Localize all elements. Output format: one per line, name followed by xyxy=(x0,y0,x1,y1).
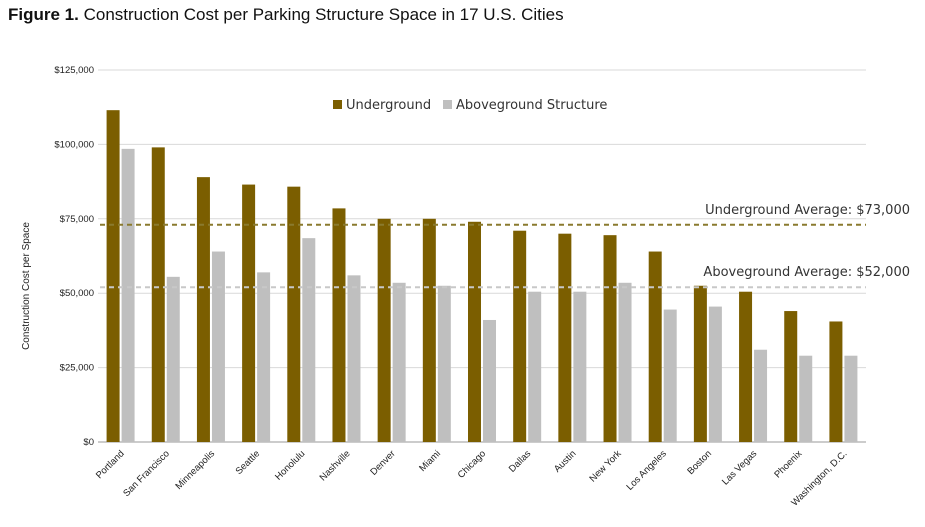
x-tick-label: Seattle xyxy=(234,448,263,477)
bar-underground xyxy=(739,291,753,442)
legend-swatch xyxy=(333,100,342,109)
x-tick-label: Phoenix xyxy=(772,448,804,480)
legend-label: Underground xyxy=(346,98,431,113)
bar-underground xyxy=(106,110,120,443)
bar-aboveground xyxy=(392,282,406,442)
x-tick-label: San Francisco xyxy=(121,448,172,499)
bar-aboveground xyxy=(483,319,496,442)
y-tick-label: $25,000 xyxy=(60,363,94,374)
figure-label: Figure 1. xyxy=(8,5,79,24)
x-tick-label: Honolulu xyxy=(273,448,307,482)
bar-underground xyxy=(377,218,391,442)
bar-aboveground xyxy=(211,251,225,442)
y-tick-label: $50,000 xyxy=(60,288,94,299)
x-tick-label: Las Vegas xyxy=(720,448,759,487)
bar-underground xyxy=(648,251,662,442)
bar-aboveground xyxy=(754,349,768,442)
bar-underground xyxy=(513,230,527,442)
bar-aboveground xyxy=(708,306,722,442)
y-tick-label: $0 xyxy=(83,437,94,448)
bar-underground xyxy=(242,184,256,443)
bar-underground xyxy=(468,221,481,442)
bar-aboveground xyxy=(663,309,677,442)
x-tick-label: Dallas xyxy=(507,448,534,475)
bar-underground xyxy=(693,285,707,442)
bar-aboveground xyxy=(437,285,451,442)
x-tick-label: Denver xyxy=(368,448,397,477)
x-tick-label: Nashville xyxy=(318,448,353,483)
bar-aboveground xyxy=(799,355,813,442)
x-tick-label: New York xyxy=(587,448,623,484)
bar-aboveground xyxy=(618,282,632,442)
x-tick-label: Portland xyxy=(94,448,127,481)
x-tick-label: Minneapolis xyxy=(173,448,217,492)
bar-underground xyxy=(332,208,346,442)
bar-underground xyxy=(784,311,798,442)
bar-aboveground xyxy=(844,355,858,442)
bar-underground xyxy=(829,321,843,442)
legend-swatch xyxy=(443,100,452,109)
bar-underground xyxy=(287,186,301,442)
x-tick-label: Miami xyxy=(417,448,443,474)
y-tick-label: $125,000 xyxy=(54,65,94,76)
bar-underground xyxy=(196,177,210,443)
bar-aboveground xyxy=(347,275,361,442)
bar-aboveground xyxy=(528,291,542,442)
y-tick-label: $100,000 xyxy=(54,139,94,150)
bar-underground xyxy=(422,218,436,442)
bar-underground xyxy=(151,147,165,442)
legend-label: Aboveground Structure xyxy=(456,98,607,113)
y-tick-label: $75,000 xyxy=(60,214,94,225)
bar-aboveground xyxy=(121,148,135,442)
x-tick-label: Austin xyxy=(552,448,578,474)
bar-aboveground xyxy=(573,291,587,442)
bar-underground xyxy=(603,235,617,442)
y-axis-title: Construction Cost per Space xyxy=(21,222,32,350)
figure-title: Figure 1. Construction Cost per Parking … xyxy=(8,5,564,25)
bar-aboveground xyxy=(166,276,180,442)
x-tick-label: Boston xyxy=(685,448,714,477)
bar-underground xyxy=(558,233,572,442)
x-tick-label: Chicago xyxy=(456,448,488,480)
underground-average-label: Underground Average: $73,000 xyxy=(705,203,910,218)
x-tick-label: Los Angeles xyxy=(624,448,669,493)
aboveground-average-label: Aboveground Average: $52,000 xyxy=(703,265,910,280)
figure-title-text: Construction Cost per Parking Structure … xyxy=(83,5,564,24)
bar-aboveground xyxy=(302,238,316,442)
bar-aboveground xyxy=(257,272,271,442)
